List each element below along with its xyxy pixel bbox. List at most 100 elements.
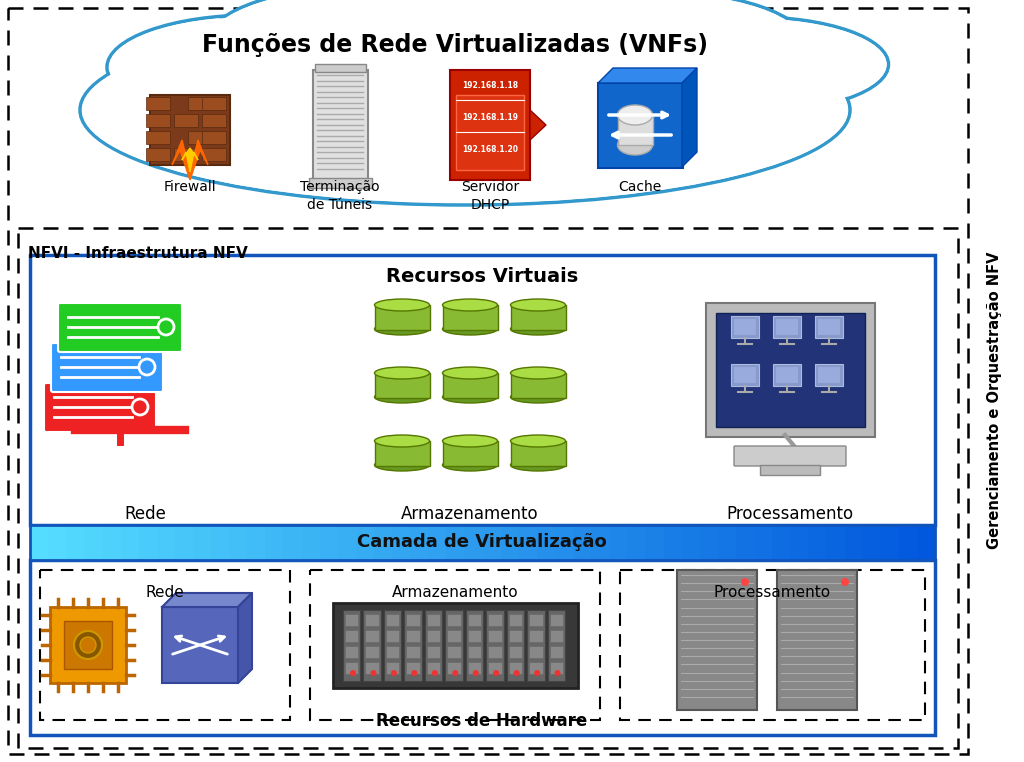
- Polygon shape: [682, 68, 697, 167]
- FancyBboxPatch shape: [731, 364, 759, 386]
- Ellipse shape: [80, 15, 850, 205]
- Bar: [881, 525, 900, 560]
- FancyBboxPatch shape: [174, 148, 198, 161]
- Circle shape: [80, 637, 96, 653]
- FancyBboxPatch shape: [443, 305, 498, 330]
- FancyBboxPatch shape: [734, 446, 846, 466]
- FancyBboxPatch shape: [30, 560, 935, 735]
- Bar: [573, 525, 592, 560]
- FancyBboxPatch shape: [343, 610, 360, 681]
- FancyBboxPatch shape: [734, 367, 756, 383]
- Bar: [392, 525, 411, 560]
- Ellipse shape: [511, 391, 565, 403]
- FancyBboxPatch shape: [773, 364, 801, 386]
- FancyBboxPatch shape: [773, 316, 801, 338]
- FancyBboxPatch shape: [58, 303, 182, 352]
- FancyBboxPatch shape: [818, 319, 840, 335]
- Polygon shape: [238, 593, 252, 683]
- FancyBboxPatch shape: [760, 465, 820, 475]
- Bar: [211, 525, 230, 560]
- Circle shape: [535, 670, 540, 676]
- FancyBboxPatch shape: [509, 614, 522, 626]
- FancyBboxPatch shape: [425, 610, 442, 681]
- FancyBboxPatch shape: [384, 610, 401, 681]
- Circle shape: [350, 670, 356, 676]
- Bar: [465, 525, 483, 560]
- FancyBboxPatch shape: [407, 630, 420, 642]
- FancyBboxPatch shape: [407, 646, 420, 658]
- Bar: [193, 525, 212, 560]
- Bar: [736, 525, 755, 560]
- Bar: [67, 525, 85, 560]
- Ellipse shape: [106, 15, 399, 120]
- FancyBboxPatch shape: [386, 646, 399, 658]
- Bar: [808, 525, 827, 560]
- Bar: [754, 525, 773, 560]
- Bar: [446, 525, 465, 560]
- FancyBboxPatch shape: [620, 570, 925, 720]
- FancyBboxPatch shape: [364, 610, 381, 681]
- Bar: [555, 525, 574, 560]
- FancyBboxPatch shape: [443, 441, 498, 466]
- FancyBboxPatch shape: [309, 178, 372, 188]
- FancyBboxPatch shape: [511, 373, 566, 398]
- FancyBboxPatch shape: [375, 373, 430, 398]
- Ellipse shape: [327, 0, 696, 98]
- Bar: [301, 525, 321, 560]
- FancyBboxPatch shape: [447, 614, 461, 626]
- Ellipse shape: [617, 135, 652, 155]
- Bar: [609, 525, 629, 560]
- FancyBboxPatch shape: [40, 570, 290, 720]
- Ellipse shape: [375, 299, 429, 311]
- Circle shape: [371, 670, 377, 676]
- FancyBboxPatch shape: [345, 630, 358, 642]
- Text: Servidor
DHCP: Servidor DHCP: [461, 180, 519, 213]
- FancyBboxPatch shape: [734, 319, 756, 335]
- Text: 192.168.1.18: 192.168.1.18: [462, 81, 518, 89]
- Bar: [374, 525, 393, 560]
- FancyBboxPatch shape: [488, 614, 502, 626]
- FancyBboxPatch shape: [447, 662, 461, 674]
- Text: Recursos de Hardware: Recursos de Hardware: [377, 712, 588, 730]
- Bar: [355, 525, 375, 560]
- Bar: [157, 525, 176, 560]
- FancyBboxPatch shape: [507, 610, 524, 681]
- FancyBboxPatch shape: [450, 70, 530, 180]
- FancyBboxPatch shape: [815, 364, 843, 386]
- FancyBboxPatch shape: [511, 441, 566, 466]
- FancyBboxPatch shape: [550, 614, 563, 626]
- Circle shape: [391, 670, 397, 676]
- Ellipse shape: [375, 323, 429, 335]
- Bar: [265, 525, 285, 560]
- Bar: [138, 525, 158, 560]
- Bar: [826, 525, 846, 560]
- Ellipse shape: [442, 459, 498, 471]
- Ellipse shape: [617, 105, 652, 125]
- FancyBboxPatch shape: [427, 646, 440, 658]
- Bar: [519, 525, 538, 560]
- Bar: [482, 525, 502, 560]
- Bar: [175, 525, 194, 560]
- FancyBboxPatch shape: [51, 343, 163, 392]
- Polygon shape: [530, 110, 546, 140]
- FancyBboxPatch shape: [509, 662, 522, 674]
- FancyBboxPatch shape: [468, 662, 481, 674]
- Bar: [338, 525, 356, 560]
- Bar: [628, 525, 646, 560]
- Ellipse shape: [621, 19, 887, 110]
- Ellipse shape: [442, 391, 498, 403]
- FancyBboxPatch shape: [366, 630, 379, 642]
- FancyBboxPatch shape: [529, 630, 543, 642]
- Ellipse shape: [618, 17, 889, 112]
- FancyBboxPatch shape: [486, 610, 504, 681]
- Text: Recursos Virtuais: Recursos Virtuais: [386, 267, 579, 287]
- Bar: [718, 525, 737, 560]
- FancyBboxPatch shape: [150, 95, 230, 165]
- FancyBboxPatch shape: [202, 114, 226, 127]
- FancyBboxPatch shape: [386, 630, 399, 642]
- FancyBboxPatch shape: [466, 610, 483, 681]
- FancyBboxPatch shape: [550, 646, 563, 658]
- Ellipse shape: [442, 323, 498, 335]
- FancyBboxPatch shape: [404, 610, 422, 681]
- FancyBboxPatch shape: [529, 662, 543, 674]
